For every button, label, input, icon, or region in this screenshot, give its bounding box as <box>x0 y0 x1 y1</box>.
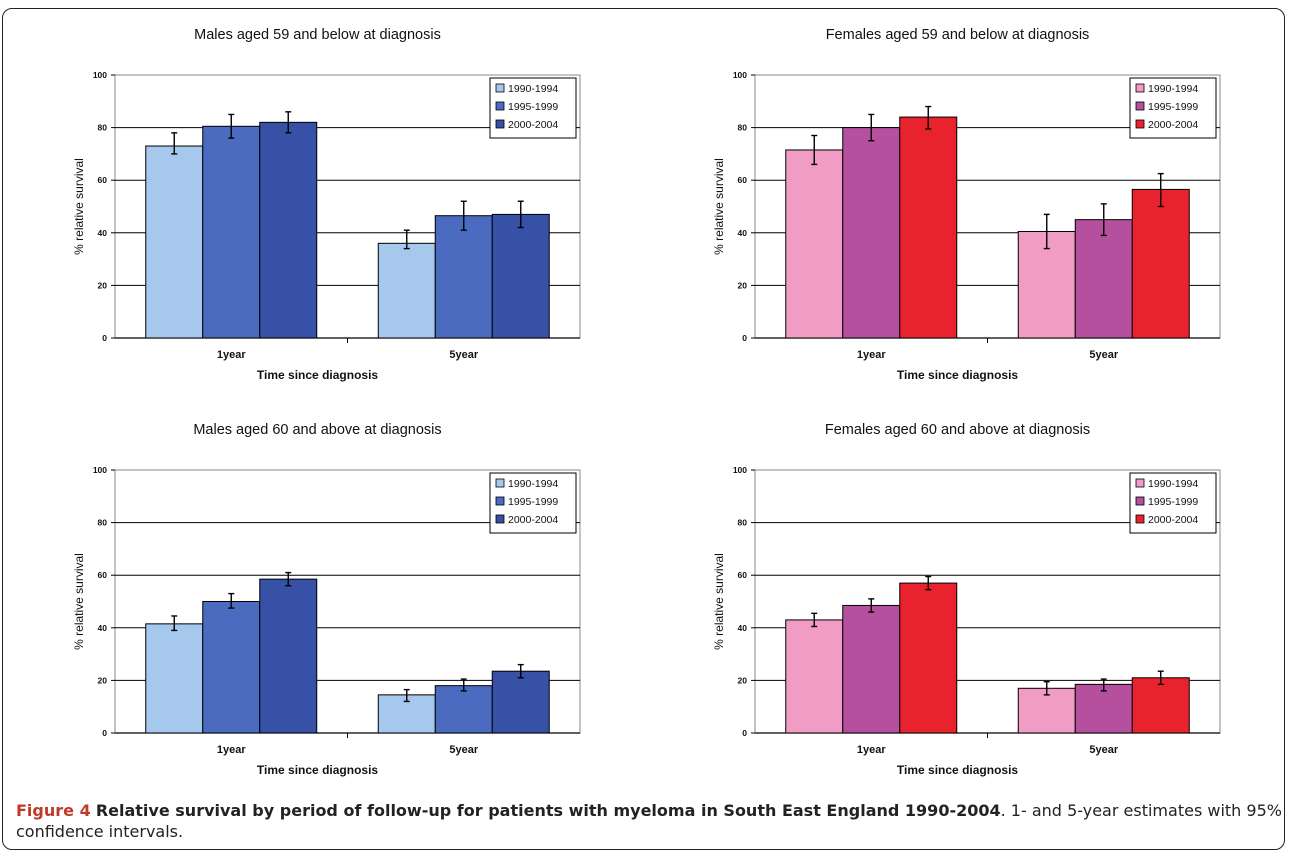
bar <box>785 149 844 339</box>
y-tick-label: 60 <box>98 175 108 185</box>
bar <box>202 125 261 339</box>
y-axis-label: % relative survival <box>712 158 726 255</box>
caption-text: . 1- and 5-year estimates with 95% confi… <box>16 801 1282 841</box>
y-tick-label: 0 <box>102 333 107 343</box>
y-axis-label: % relative survival <box>72 158 86 255</box>
chart-title: Females aged 60 and above at diagnosis <box>825 422 1090 438</box>
y-tick-label: 80 <box>98 123 108 133</box>
legend-swatch <box>1135 101 1145 111</box>
legend-swatch <box>495 83 505 93</box>
y-tick-label: 60 <box>98 570 108 580</box>
legend-label: 1995-1999 <box>1148 101 1198 113</box>
y-tick-label: 80 <box>98 518 108 528</box>
x-axis-label: Time since diagnosis <box>257 368 378 382</box>
legend-label: 1990-1994 <box>508 83 558 95</box>
legend-swatch <box>1135 478 1145 488</box>
legend-swatch <box>1135 119 1145 129</box>
bar <box>145 145 204 339</box>
x-axis-label: Time since diagnosis <box>257 763 378 777</box>
bar <box>1131 188 1190 339</box>
caption-title: Relative survival by period of follow-up… <box>95 801 1001 820</box>
legend-swatch <box>495 496 505 506</box>
legend-swatch <box>495 101 505 111</box>
chart-title: Females aged 59 and below at diagnosis <box>826 27 1090 43</box>
legend-label: 1990-1994 <box>508 478 558 490</box>
figure-caption: Figure 4 Relative survival by period of … <box>16 800 1282 842</box>
legend-label: 2000-2004 <box>508 514 558 526</box>
chart-females-59-below: Females aged 59 and below at diagnosis 0 2… <box>712 27 1221 382</box>
legend-label: 2000-2004 <box>508 119 558 131</box>
y-tick-label: 20 <box>98 280 108 290</box>
y-tick-label: 0 <box>742 333 747 343</box>
x-tick-label: 5year <box>1089 744 1118 756</box>
legend-label: 1995-1999 <box>1148 496 1198 508</box>
chart-title: Males aged 60 and above at diagnosis <box>193 422 441 438</box>
bar <box>491 670 550 734</box>
y-tick-label: 20 <box>738 280 748 290</box>
y-tick-label: 40 <box>738 623 748 633</box>
y-tick-label: 0 <box>102 728 107 738</box>
chart-females-60-above: Females aged 60 and above at diagnosis 0 2… <box>712 422 1221 777</box>
y-tick-label: 0 <box>742 728 747 738</box>
legend-label: 2000-2004 <box>1148 514 1198 526</box>
x-tick-label: 5year <box>1089 349 1118 361</box>
x-tick-label: 1year <box>857 349 886 361</box>
bar <box>434 685 493 734</box>
bar <box>202 601 261 734</box>
legend-label: 1990-1994 <box>1148 83 1198 95</box>
y-axis-label: % relative survival <box>712 553 726 650</box>
bar <box>1131 677 1190 734</box>
x-tick-label: 5year <box>449 349 478 361</box>
y-tick-label: 100 <box>93 465 107 475</box>
y-tick-label: 80 <box>738 518 748 528</box>
legend-label: 1995-1999 <box>508 101 558 113</box>
bar <box>377 242 436 339</box>
y-tick-label: 100 <box>733 465 747 475</box>
bar <box>899 582 958 734</box>
bar <box>434 215 493 339</box>
legend-swatch <box>495 514 505 524</box>
bar <box>491 213 550 339</box>
y-tick-label: 100 <box>93 70 107 80</box>
legend-swatch <box>1135 514 1145 524</box>
y-tick-label: 20 <box>98 675 108 685</box>
bar <box>1074 219 1133 339</box>
x-tick-label: 1year <box>217 744 246 756</box>
y-tick-label: 40 <box>98 228 108 238</box>
legend-swatch <box>1135 83 1145 93</box>
legend-swatch <box>1135 496 1145 506</box>
bar <box>899 116 958 339</box>
bar <box>842 604 901 734</box>
bar <box>259 578 318 734</box>
legend-label: 1990-1994 <box>1148 478 1198 490</box>
chart-males-59-below: Males aged 59 and below at diagnosis 0 20 4… <box>72 27 581 382</box>
y-axis-label: % relative survival <box>72 553 86 650</box>
y-tick-label: 60 <box>738 570 748 580</box>
y-tick-label: 40 <box>738 228 748 238</box>
legend-swatch <box>495 119 505 129</box>
x-tick-label: 5year <box>449 744 478 756</box>
bar <box>259 121 318 339</box>
chart-title: Males aged 59 and below at diagnosis <box>194 27 441 43</box>
bar <box>785 619 844 734</box>
y-tick-label: 80 <box>738 123 748 133</box>
bar <box>1074 683 1133 734</box>
legend-swatch <box>495 478 505 488</box>
legend-label: 2000-2004 <box>1148 119 1198 131</box>
y-tick-label: 100 <box>733 70 747 80</box>
x-axis-label: Time since diagnosis <box>897 763 1018 777</box>
bar <box>145 623 204 734</box>
x-tick-label: 1year <box>857 744 886 756</box>
x-axis-label: Time since diagnosis <box>897 368 1018 382</box>
chart-males-60-above: Males aged 60 and above at diagnosis 0 20 4… <box>72 422 581 777</box>
x-tick-label: 1year <box>217 349 246 361</box>
bar <box>842 127 901 339</box>
y-tick-label: 40 <box>98 623 108 633</box>
legend-label: 1995-1999 <box>508 496 558 508</box>
caption-label: Figure 4 <box>16 801 91 820</box>
y-tick-label: 60 <box>738 175 748 185</box>
y-tick-label: 20 <box>738 675 748 685</box>
